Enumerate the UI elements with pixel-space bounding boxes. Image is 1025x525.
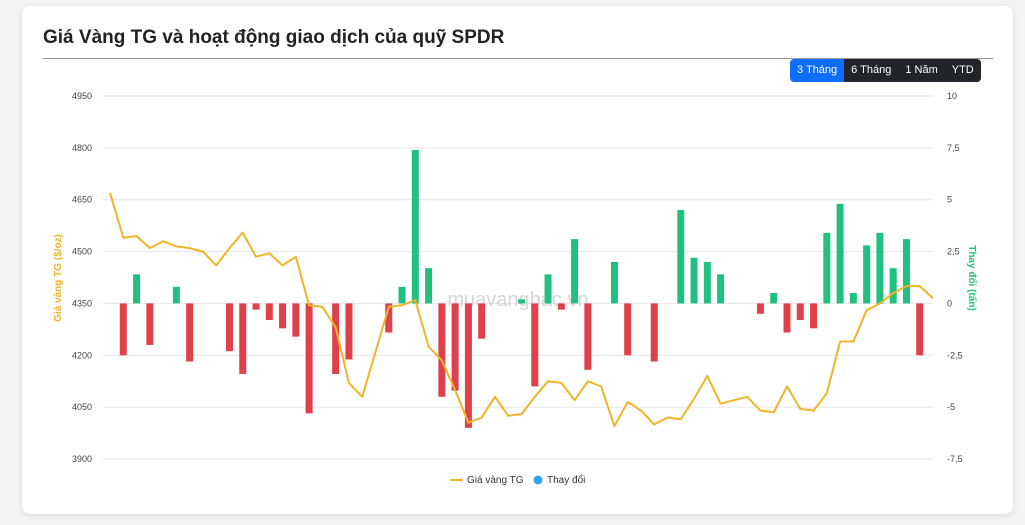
bar-positive	[770, 293, 778, 304]
bar-negative	[385, 303, 393, 333]
bar-negative	[783, 303, 791, 333]
bar-negative	[225, 303, 233, 352]
bar-negative	[478, 303, 486, 339]
bar-negative	[796, 303, 804, 321]
range-6-months-button[interactable]: 6 Tháng	[844, 59, 899, 82]
bar-negative	[146, 303, 154, 345]
left-tick-label: 4650	[72, 195, 92, 205]
bar-negative	[252, 303, 260, 310]
bar-positive	[411, 149, 419, 304]
bar-positive	[717, 274, 725, 304]
right-tick-label: 2,5	[947, 247, 960, 257]
grid-lines	[103, 95, 933, 460]
left-axis-title: Giá vàng TG ($/oz)	[53, 234, 64, 322]
bar-negative	[345, 303, 353, 360]
legend-price-label[interactable]: Giá vàng TG	[467, 475, 524, 486]
right-tick-label: 0	[947, 298, 952, 308]
title-divider	[43, 58, 993, 59]
left-tick-label: 4950	[72, 91, 92, 101]
right-tick-label: -7,5	[947, 454, 963, 464]
bar-negative	[265, 303, 273, 321]
range-1-year-button[interactable]: 1 Năm	[898, 59, 945, 82]
bar-negative	[438, 303, 446, 397]
right-tick-label: 5	[947, 195, 952, 205]
bar-negative	[756, 303, 764, 314]
bar-negative	[810, 303, 818, 329]
bar-negative	[451, 303, 459, 391]
legend-change-swatch[interactable]	[533, 475, 543, 485]
legend-change-label[interactable]: Thay đổi	[547, 474, 585, 486]
bar-positive	[863, 245, 871, 304]
bar-positive	[836, 203, 844, 304]
right-axis-ticks: 10 7,5 5 2,5 0 -2,5 -5 -7,5	[947, 91, 963, 464]
bar-negative	[186, 303, 194, 362]
right-tick-label: 10	[947, 91, 957, 101]
left-tick-label: 4350	[72, 298, 92, 308]
right-tick-label: 7,5	[947, 143, 960, 153]
bar-positive	[849, 293, 857, 304]
bar-negative	[292, 303, 300, 337]
bar-positive	[677, 210, 685, 304]
right-tick-label: -5	[947, 402, 955, 412]
bar-positive	[703, 261, 711, 304]
left-axis-ticks: 4950 4800 4650 4500 4350 4200 4050 3900	[72, 91, 92, 464]
bar-negative	[531, 303, 539, 387]
right-axis-title: Thay đổi (tấn)	[966, 245, 978, 311]
bar-positive	[133, 274, 141, 304]
bar-negative	[557, 303, 565, 310]
range-button-group: 3 Tháng 6 Tháng 1 Năm YTD	[790, 59, 981, 82]
left-tick-label: 4050	[72, 402, 92, 412]
bar-positive	[571, 239, 579, 304]
range-ytd-button[interactable]: YTD	[944, 59, 981, 82]
bar-negative	[279, 303, 287, 329]
left-tick-label: 4500	[72, 247, 92, 257]
price-line	[109, 192, 934, 428]
bar-negative	[584, 303, 592, 370]
bar-positive	[876, 232, 884, 304]
bar-negative	[332, 303, 340, 374]
bar-negative	[464, 303, 472, 428]
bar-positive	[544, 274, 552, 304]
bar-positive	[172, 286, 180, 304]
bar-positive	[902, 239, 910, 304]
chart-card: Giá Vàng TG và hoạt động giao dịch của q…	[22, 6, 1013, 514]
legend: Giá vàng TG Thay đổi	[450, 474, 585, 486]
bar-negative	[239, 303, 247, 374]
price-line-layer	[109, 192, 934, 428]
left-tick-label: 3900	[72, 454, 92, 464]
left-tick-label: 4200	[72, 350, 92, 360]
change-bars	[119, 149, 924, 428]
bar-positive	[610, 261, 618, 304]
bar-negative	[916, 303, 924, 356]
bar-positive	[889, 268, 897, 304]
left-tick-label: 4800	[72, 143, 92, 153]
bar-positive	[690, 257, 698, 304]
chart-title: Giá Vàng TG và hoạt động giao dịch của q…	[43, 27, 505, 48]
bar-positive	[398, 286, 406, 304]
bar-negative	[305, 303, 313, 414]
bar-negative	[624, 303, 632, 356]
bar-positive	[518, 299, 525, 304]
right-tick-label: -2,5	[947, 350, 963, 360]
bar-positive	[425, 268, 433, 304]
bar-positive	[823, 232, 831, 304]
bar-negative	[650, 303, 658, 362]
range-3-months-button[interactable]: 3 Tháng	[790, 59, 845, 82]
bar-negative	[119, 303, 127, 356]
